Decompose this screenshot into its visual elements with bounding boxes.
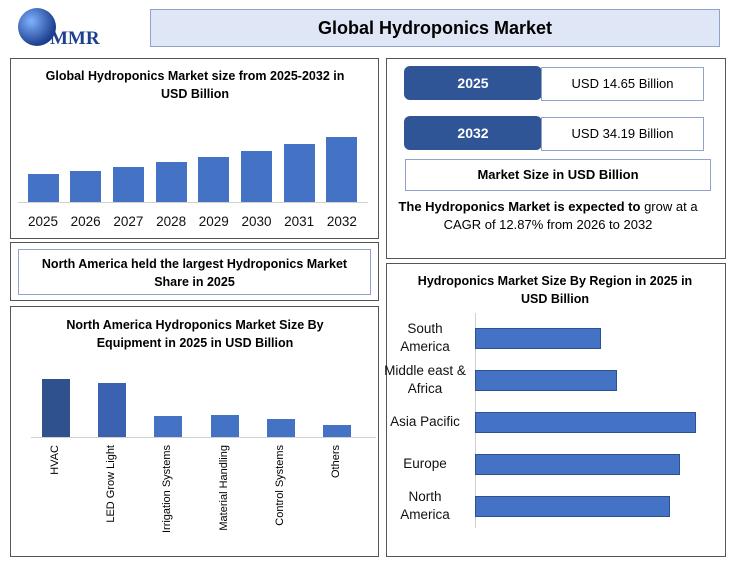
panel [10, 242, 379, 301]
x-tick-label: 2031 [284, 214, 315, 229]
share-note: North America held the largest Hydroponi… [18, 249, 371, 295]
bar [266, 419, 295, 437]
bar [98, 383, 127, 437]
x-tick-label: Others [330, 445, 342, 479]
cagr-rest: grow at a CAGR of 12.87% from 2026 to 20… [443, 199, 698, 232]
x-tick-label: Irrigation Systems [161, 445, 174, 534]
x-tick-label: 2027 [113, 214, 144, 229]
x-tick-label: LED Grow Light [105, 445, 118, 523]
x-tick-label: 2029 [198, 214, 229, 229]
axis-line [31, 437, 377, 438]
value-box: USD 14.65 Billion [541, 67, 704, 101]
value-box: USD 34.19 Billion [541, 117, 704, 151]
axis-line [18, 202, 368, 203]
cagr-text: The Hydroponics Market is expected to gr… [392, 198, 704, 234]
panel [10, 306, 379, 557]
bar [112, 166, 144, 202]
x-tick-label: 2030 [241, 214, 272, 229]
x-tick-label: 2026 [70, 214, 101, 229]
bar [154, 416, 183, 437]
x-tick-label: 2028 [156, 214, 187, 229]
bar [42, 379, 70, 437]
y-tick-label: Europe [403, 456, 447, 471]
bar [210, 415, 239, 437]
chart-title: North America Hydroponics Market Size By… [66, 318, 324, 350]
chart-title: Global Hydroponics Market size from 2025… [45, 69, 345, 101]
x-tick-label: Control Systems [273, 445, 286, 526]
bar [155, 161, 187, 202]
x-tick-label: Material Handling [217, 445, 230, 531]
bar [241, 150, 272, 202]
bar [475, 327, 602, 349]
panel [10, 58, 379, 239]
bar [475, 495, 670, 517]
x-tick-label: HVAC [49, 445, 61, 475]
title-box: Global Hydroponics Market [150, 9, 720, 47]
bar [326, 137, 358, 202]
y-tick-label: South America [400, 321, 450, 354]
cagr-lead: The Hydroponics Market is expected to [398, 199, 641, 214]
bar [323, 425, 351, 437]
bar [27, 174, 59, 202]
logo-text: MMR [50, 28, 100, 49]
y-tick-label: Middle east & Africa [384, 363, 466, 396]
x-tick-label: 2032 [326, 214, 357, 229]
bar [475, 453, 681, 475]
chart-title: Hydroponics Market Size By Region in 202… [417, 274, 693, 306]
bar [475, 411, 696, 433]
y-tick-label: North America [400, 489, 450, 522]
bar [70, 170, 102, 202]
label-box: Market Size in USD Billion [405, 159, 711, 191]
year-badge: 2025 [404, 66, 542, 100]
bar [283, 144, 315, 202]
year-badge: 2032 [404, 116, 542, 150]
bar [475, 369, 618, 391]
y-tick-label: Asia Pacific [390, 414, 460, 429]
x-tick-label: 2025 [27, 214, 59, 229]
bar [198, 156, 230, 202]
logo-globe [18, 8, 56, 46]
